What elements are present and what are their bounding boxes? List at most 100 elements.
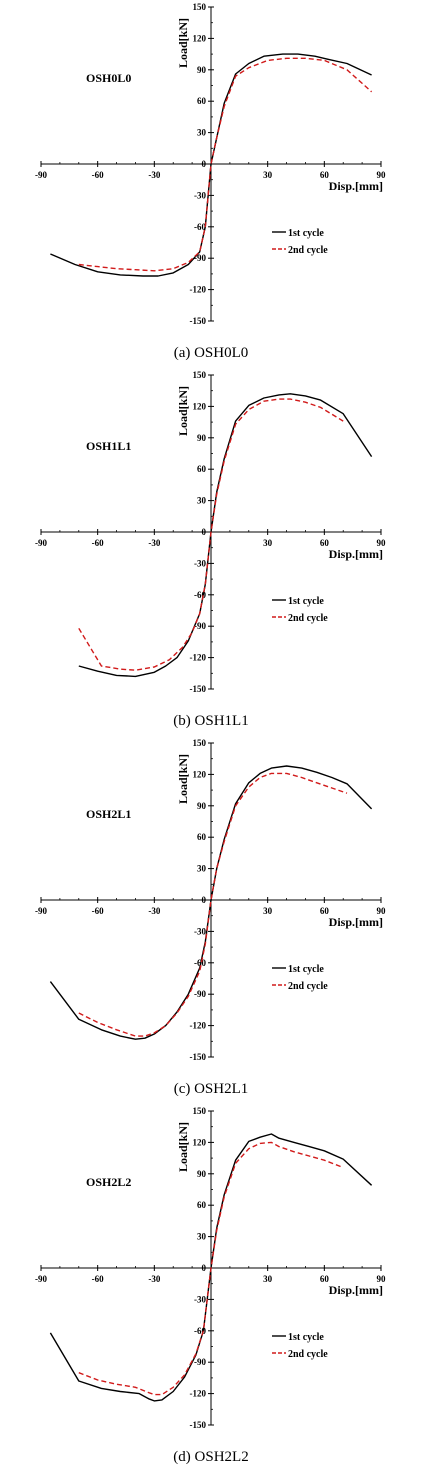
y-tick: -150 — [190, 316, 214, 326]
x-tick-label: 60 — [320, 1274, 330, 1284]
y-tick: -120 — [190, 1389, 214, 1399]
x-tick-label: 60 — [320, 170, 330, 180]
y-tick-label: -60 — [194, 222, 206, 232]
legend-label: 1st cycle — [288, 228, 324, 239]
x-tick-label: 30 — [263, 1274, 273, 1284]
y-tick: 90 — [197, 65, 214, 75]
y-tick: 150 — [193, 1106, 214, 1116]
x-tick-label: 90 — [377, 1274, 387, 1284]
x-tick: 90 — [377, 161, 387, 180]
x-tick-label: 60 — [320, 538, 330, 548]
y-tick: -30 — [194, 558, 214, 568]
y-axis-label: Load[kN] — [176, 754, 190, 804]
y-tick: -30 — [194, 926, 214, 936]
x-tick-label: -90 — [35, 1274, 47, 1284]
x-tick: 30 — [263, 529, 273, 548]
x-tick: -90 — [35, 1265, 47, 1284]
y-tick-label: 90 — [197, 1169, 207, 1179]
x-tick-label: -60 — [92, 170, 104, 180]
y-tick: 120 — [193, 401, 214, 411]
legend-label: 1st cycle — [288, 1332, 324, 1343]
y-tick: 90 — [197, 433, 214, 443]
x-tick: 60 — [320, 529, 330, 548]
y-tick-label: 60 — [197, 96, 207, 106]
legend-label: 2nd cycle — [288, 1349, 328, 1360]
y-tick: -120 — [190, 1021, 214, 1031]
y-tick-label: -120 — [190, 285, 207, 295]
x-tick: -30 — [148, 529, 161, 548]
x-axis-label: Disp.[mm] — [329, 1283, 383, 1297]
y-tick: 120 — [193, 1137, 214, 1147]
y-tick-label: 90 — [197, 65, 207, 75]
legend: 1st cycle 2nd cycle — [272, 596, 328, 624]
y-tick-label: -120 — [190, 653, 207, 663]
x-tick-label: -90 — [35, 538, 47, 548]
chart-svg: -90 -60 -30 30 60 90-150-120-90-60-3003060901… — [35, 1106, 387, 1430]
x-tick-label: 90 — [377, 170, 387, 180]
y-tick-label: -150 — [190, 1052, 207, 1062]
y-tick: -120 — [190, 653, 214, 663]
y-tick-label: -30 — [194, 1294, 206, 1304]
x-tick-label: -30 — [148, 170, 160, 180]
chart-title: OSH0L0 — [86, 71, 131, 85]
x-tick: 60 — [320, 1265, 330, 1284]
y-tick-label: 90 — [197, 433, 207, 443]
y-tick: -90 — [194, 253, 214, 263]
chart-panel-1: -90 -60 -30 30 60 90 -150 -120 -90 -60 -30 0 30 60 90 1… — [0, 0, 422, 368]
y-tick-label: -120 — [190, 1389, 207, 1399]
y-tick-label: 30 — [197, 128, 207, 138]
y-tick: 30 — [197, 496, 214, 506]
x-tick: 30 — [263, 897, 273, 916]
y-tick: -90 — [194, 989, 214, 999]
y-tick: -60 — [194, 1326, 214, 1336]
y-tick: 30 — [197, 1232, 214, 1242]
x-tick-label: -90 — [35, 170, 47, 180]
y-tick: -30 — [194, 190, 214, 200]
chart-svg: -90 -60 -30 30 60 90-150-120-90-60-3003060901… — [35, 738, 386, 1062]
y-tick-label: 90 — [197, 801, 207, 811]
y-tick-label: 60 — [197, 832, 207, 842]
y-tick-label: 120 — [193, 33, 207, 43]
y-tick-label: -150 — [190, 684, 207, 694]
figure-caption: (d) OSH2L2 — [173, 1449, 249, 1465]
chart-svg: -90 -60 -30 30 60 90-150-120-90-60-3003060901… — [35, 370, 387, 694]
x-tick-label: -30 — [148, 538, 160, 548]
x-tick-label: 90 — [377, 538, 387, 548]
y-tick-label: -60 — [194, 1326, 206, 1336]
y-tick: 60 — [197, 96, 214, 106]
x-tick: -60 — [92, 161, 104, 180]
chart-title: OSH2L2 — [86, 1175, 131, 1189]
y-tick: -90 — [194, 1357, 214, 1367]
y-tick-label: 120 — [193, 401, 207, 411]
y-tick: 150 — [193, 2, 214, 12]
y-tick: -120 — [190, 285, 214, 295]
y-tick: 60 — [197, 1200, 214, 1210]
y-tick: -60 — [194, 222, 214, 232]
x-axis-label: Disp.[mm] — [329, 915, 383, 929]
y-tick: 60 — [197, 832, 214, 842]
x-tick: -90 — [35, 529, 47, 548]
y-tick: 60 — [197, 464, 214, 474]
x-tick-label: 30 — [263, 538, 273, 548]
y-tick: -90 — [194, 621, 214, 631]
x-tick: 30 — [263, 161, 273, 180]
figure-caption: (c) OSH2L1 — [173, 1081, 249, 1097]
series-line-second-cycle — [78, 57, 373, 272]
y-tick: 150 — [193, 370, 214, 380]
x-tick-label: 30 — [263, 170, 273, 180]
x-tick-label: -60 — [92, 1274, 104, 1284]
legend: 1st cycle 2nd cycle — [272, 964, 328, 992]
x-tick: -60 — [92, 897, 104, 916]
y-tick-label: 150 — [193, 2, 207, 12]
x-tick-label: -60 — [92, 538, 104, 548]
x-tick: -30 — [148, 161, 161, 180]
x-tick: -60 — [92, 529, 104, 548]
y-tick-label: 60 — [197, 1200, 207, 1210]
y-tick-label: 120 — [193, 1137, 207, 1147]
series-line-first-cycle — [78, 393, 373, 678]
x-tick: 60 — [320, 897, 329, 916]
legend-label: 2nd cycle — [288, 981, 328, 992]
y-tick-label: -30 — [194, 926, 206, 936]
chart-panel-3: -90 -60 -30 30 60 90 -150 -120 -90 -60 -30 0 30 60 90 1… — [0, 736, 422, 1104]
y-tick-label: -150 — [190, 316, 207, 326]
